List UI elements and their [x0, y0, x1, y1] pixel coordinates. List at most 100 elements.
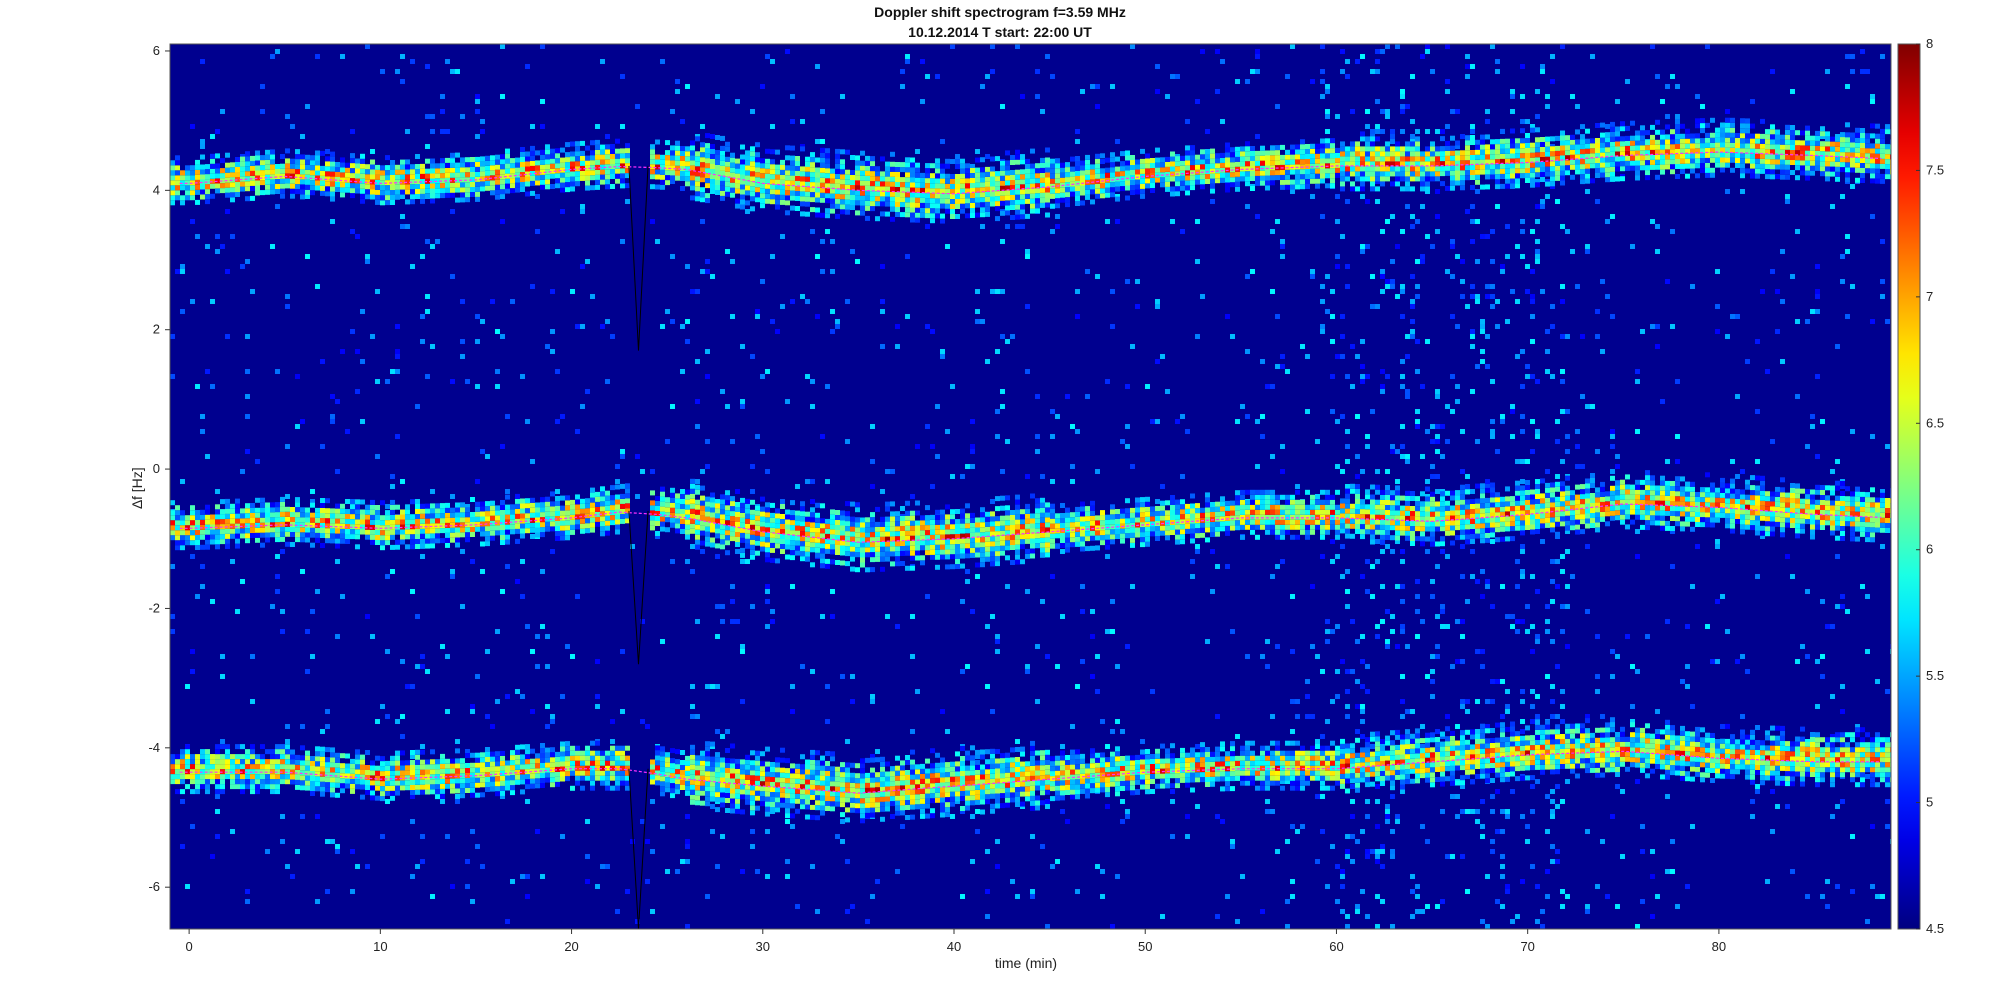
heatmap-cell	[1385, 469, 1390, 474]
heatmap-cell	[1650, 914, 1655, 919]
heatmap-cell	[175, 269, 180, 274]
heatmap-cell	[450, 574, 455, 579]
heatmap-cell	[1245, 171, 1250, 177]
heatmap-cell	[1410, 329, 1415, 334]
heatmap-cell	[250, 160, 255, 166]
heatmap-cell	[1010, 155, 1015, 160]
heatmap-cell	[1360, 146, 1365, 152]
heatmap-cell	[1450, 314, 1455, 319]
heatmap-cell	[960, 894, 965, 899]
heatmap-cell	[360, 188, 365, 194]
heatmap-cell	[1305, 144, 1310, 149]
heatmap-cell	[865, 919, 870, 924]
heatmap-cell	[1635, 135, 1640, 141]
heatmap-cell	[1655, 139, 1660, 145]
heatmap-cell	[1445, 165, 1450, 171]
heatmap-cell	[1210, 183, 1215, 189]
heatmap-cell	[1620, 121, 1625, 127]
heatmap-cell	[1155, 167, 1160, 173]
heatmap-cell	[1495, 139, 1500, 145]
heatmap-cell	[1600, 137, 1605, 143]
heatmap-cell	[870, 484, 875, 489]
heatmap-cell	[1425, 339, 1430, 344]
heatmap-cell	[1525, 138, 1530, 143]
heatmap-cell	[1470, 534, 1475, 539]
heatmap-cell	[475, 176, 480, 182]
heatmap-cell	[325, 709, 330, 714]
heatmap-cell	[1470, 809, 1475, 814]
heatmap-cell	[805, 374, 810, 379]
heatmap-cell	[970, 168, 975, 173]
heatmap-cell	[825, 163, 830, 169]
heatmap-cell	[1315, 494, 1320, 499]
heatmap-cell	[1015, 209, 1020, 215]
heatmap-cell	[1285, 924, 1290, 929]
heatmap-cell	[275, 179, 280, 184]
heatmap-cell	[1000, 190, 1005, 196]
heatmap-cell	[1360, 181, 1365, 187]
heatmap-cell	[690, 145, 695, 151]
heatmap-cell	[185, 170, 190, 176]
heatmap-cell	[225, 334, 230, 339]
heatmap-cell	[1635, 175, 1640, 181]
heatmap-cell	[1525, 604, 1530, 609]
heatmap-cell	[590, 170, 595, 176]
heatmap-cell	[750, 464, 755, 469]
heatmap-cell	[195, 234, 200, 239]
heatmap-cell	[1415, 151, 1420, 157]
heatmap-cell	[1240, 146, 1245, 152]
heatmap-cell	[1220, 152, 1225, 158]
heatmap-cell	[680, 324, 685, 329]
heatmap-cell	[1290, 184, 1295, 190]
heatmap-cell	[950, 44, 955, 49]
heatmap-cell	[1460, 619, 1465, 624]
heatmap-cell	[1245, 146, 1250, 152]
heatmap-cell	[575, 171, 580, 177]
heatmap-cell	[1870, 824, 1875, 829]
heatmap-cell	[680, 171, 685, 176]
heatmap-cell	[270, 174, 275, 180]
heatmap-cell	[1300, 159, 1305, 165]
heatmap-cell	[1485, 169, 1490, 175]
heatmap-cell	[1245, 161, 1250, 167]
heatmap-cell	[1110, 192, 1115, 198]
heatmap-cell	[1490, 229, 1495, 234]
heatmap-cell	[995, 749, 1000, 754]
heatmap-cell	[1015, 894, 1020, 899]
heatmap-cell	[1010, 170, 1015, 175]
heatmap-cell	[1255, 134, 1260, 139]
heatmap-cell	[705, 178, 710, 184]
heatmap-cell	[935, 193, 940, 199]
heatmap-cell	[1565, 409, 1570, 414]
heatmap-cell	[1185, 814, 1190, 819]
heatmap-cell	[1640, 125, 1645, 131]
heatmap-cell	[1445, 439, 1450, 444]
heatmap-cell	[1115, 219, 1120, 224]
heatmap-cell	[445, 709, 450, 714]
heatmap-cell	[1180, 165, 1185, 171]
heatmap-cell	[385, 195, 390, 201]
heatmap-cell	[420, 173, 425, 179]
heatmap-cell	[675, 79, 680, 84]
heatmap-cell	[575, 161, 580, 167]
heatmap-cell	[985, 186, 990, 192]
heatmap-cell	[735, 158, 740, 164]
heatmap-cell	[1415, 146, 1420, 152]
heatmap-cell	[1335, 147, 1340, 153]
heatmap-cell	[820, 239, 825, 244]
heatmap-cell	[865, 205, 870, 211]
heatmap-cell	[1565, 150, 1570, 156]
heatmap-cell	[1545, 161, 1550, 167]
heatmap-cell	[1340, 659, 1345, 664]
heatmap-cell	[955, 164, 960, 169]
heatmap-cell	[1420, 54, 1425, 59]
heatmap-cell	[380, 165, 385, 171]
heatmap-cell	[1485, 164, 1490, 170]
heatmap-cell	[1815, 309, 1820, 314]
heatmap-cell	[1605, 167, 1610, 173]
heatmap-cell	[800, 181, 805, 187]
heatmap-cell	[205, 169, 210, 175]
heatmap-cell	[180, 309, 185, 314]
heatmap-cell	[250, 654, 255, 659]
heatmap-cell	[820, 109, 825, 114]
